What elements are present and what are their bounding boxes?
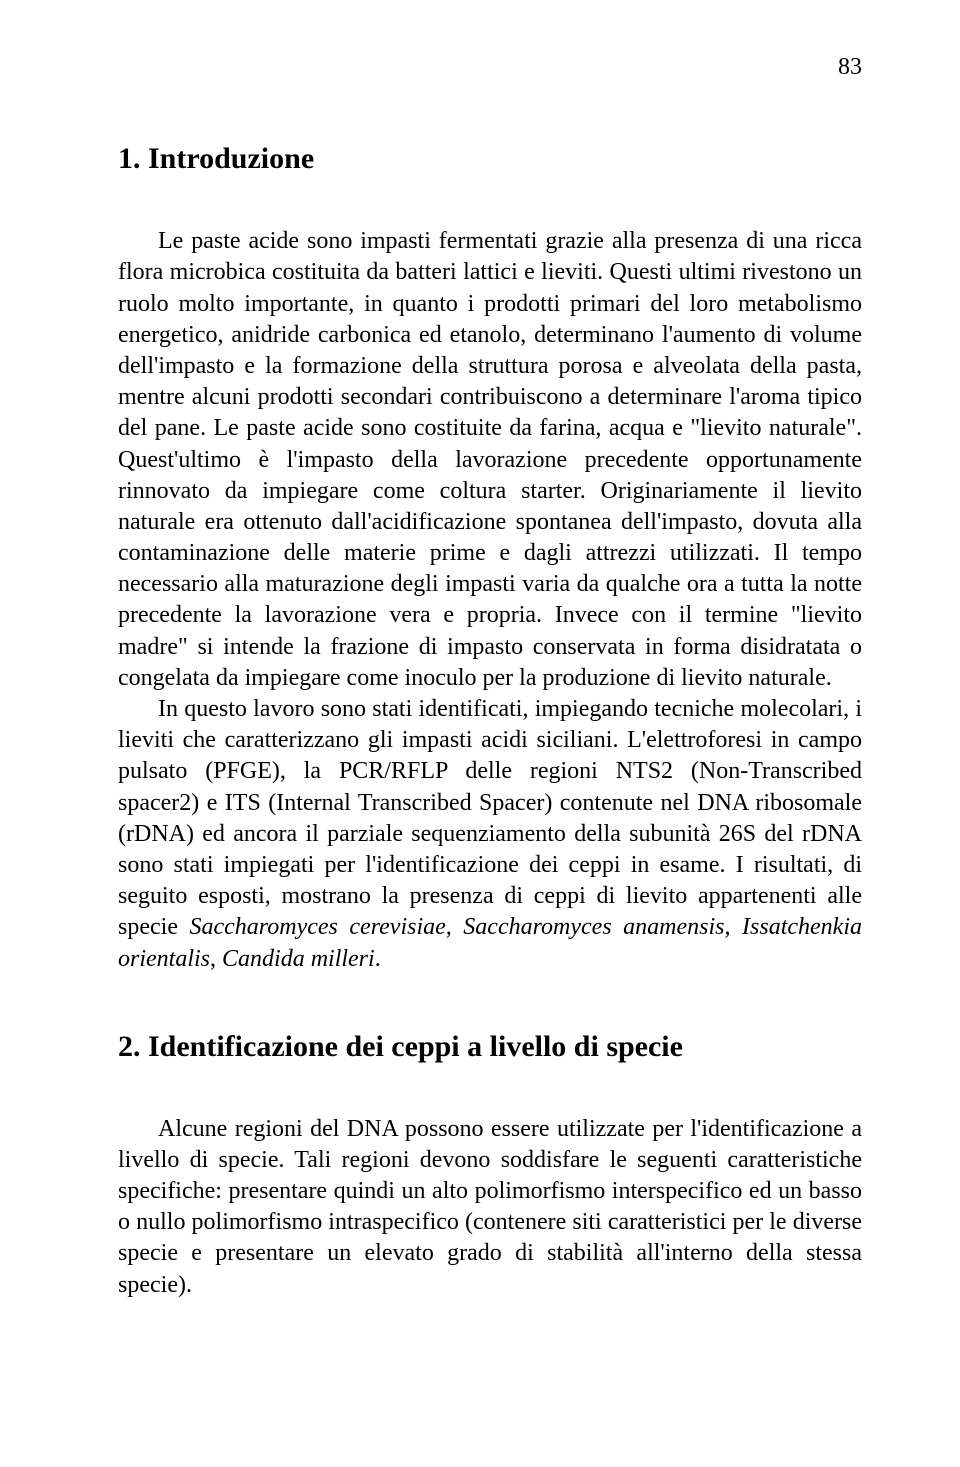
paragraph-2-mid: ,: [210, 946, 222, 972]
section-2-heading: 2. Identificazione dei ceppi a livello d…: [118, 1027, 862, 1066]
page-number: 83: [118, 52, 862, 83]
paragraph-2-text: In questo lavoro sono stati identificati…: [118, 696, 862, 940]
document-page: 83 1. Introduzione Le paste acide sono i…: [0, 0, 960, 1467]
section-1-heading: 1. Introduzione: [118, 139, 862, 178]
paragraph-2: In questo lavoro sono stati identificati…: [118, 694, 862, 975]
paragraph-1: Le paste acide sono impasti fermentati g…: [118, 226, 862, 694]
paragraph-2-post: .: [375, 946, 381, 972]
paragraph-3: Alcune regioni del DNA possono essere ut…: [118, 1114, 862, 1301]
species-list-2: Candida milleri: [222, 946, 375, 972]
